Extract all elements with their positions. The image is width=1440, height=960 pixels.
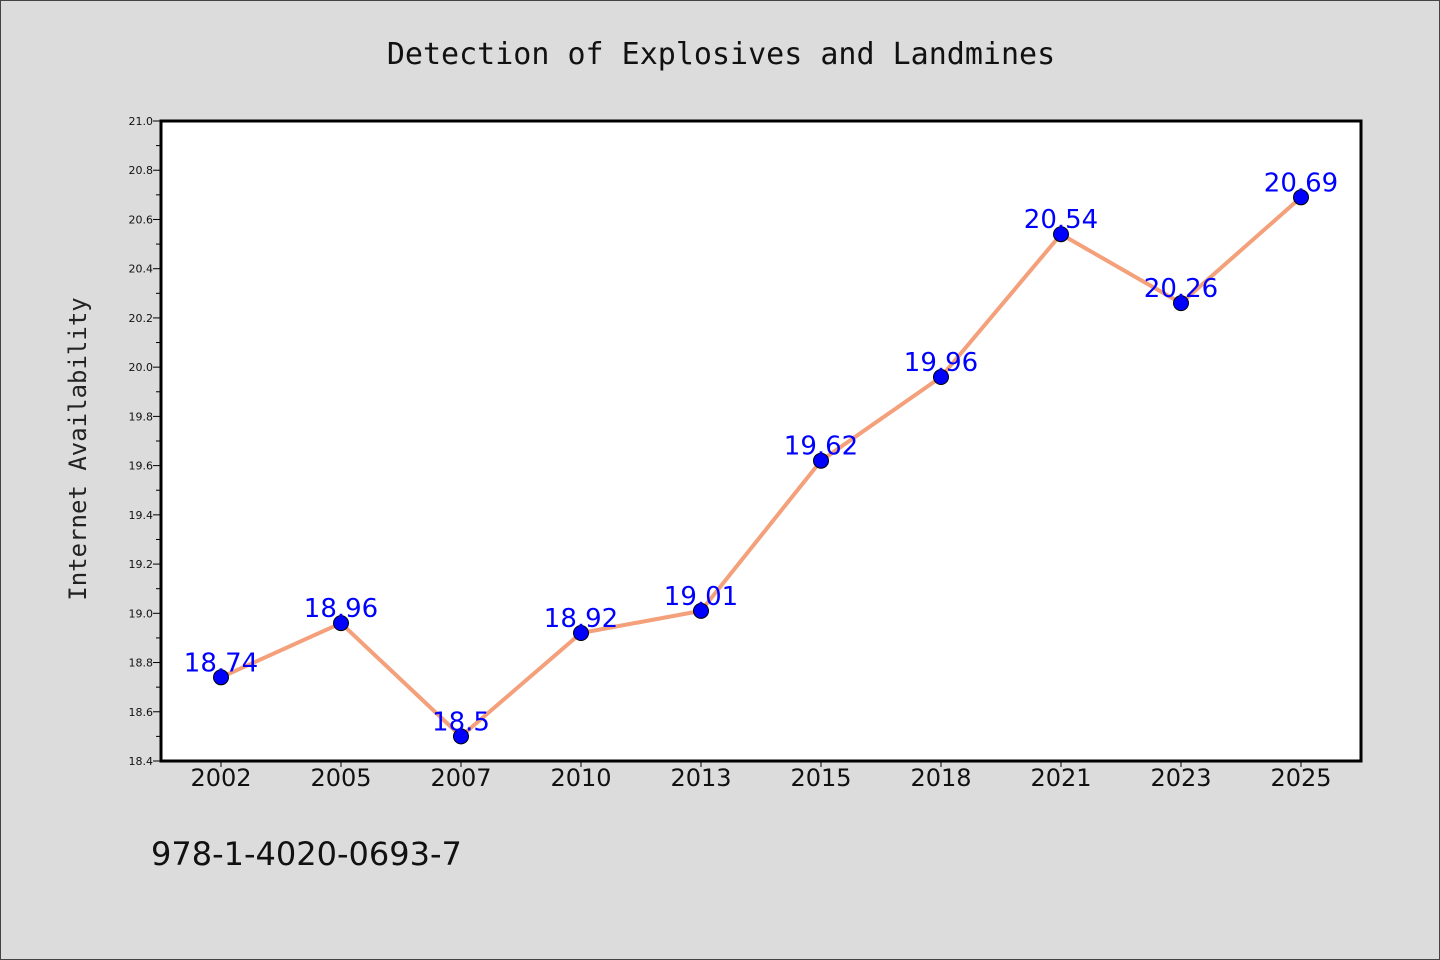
y-tick-label: 19.2 bbox=[129, 558, 154, 571]
data-value-label: 18.92 bbox=[544, 604, 618, 634]
x-tick-label: 2025 bbox=[1270, 764, 1331, 792]
data-value-label: 20.54 bbox=[1024, 205, 1098, 235]
data-point-marker bbox=[693, 602, 709, 619]
data-point-marker bbox=[1293, 189, 1309, 206]
x-tick-label: 2010 bbox=[550, 764, 611, 792]
y-tick-label: 20.4 bbox=[129, 263, 154, 276]
y-tick-label: 19.6 bbox=[129, 460, 154, 473]
y-axis-label: Internet Availability bbox=[64, 297, 92, 600]
y-axis-ticks: 18.4 18.6 18.8 19.0 19.2 19.4 19.6 19.8 20.0 20.2… bbox=[129, 115, 161, 768]
y-tick-label: 18.6 bbox=[129, 706, 154, 719]
series-group: 18.74 18.96 18.5 18.92 19.01 19.62 19.96 20.54 2… bbox=[184, 168, 1338, 745]
data-value-label: 19.01 bbox=[664, 582, 738, 612]
data-point-marker bbox=[573, 625, 589, 641]
y-tick-label: 19.4 bbox=[129, 509, 154, 522]
data-point-marker bbox=[1053, 226, 1069, 243]
x-tick-label: 2021 bbox=[1030, 764, 1091, 792]
data-value-label: 19.62 bbox=[784, 432, 858, 462]
y-tick-label: 20.0 bbox=[129, 361, 154, 374]
data-value-label: 20.69 bbox=[1264, 168, 1338, 198]
y-tick-label: 19.8 bbox=[129, 410, 154, 423]
y-tick-label: 18.4 bbox=[129, 755, 154, 768]
data-point-marker bbox=[213, 669, 229, 686]
chart-title: Detection of Explosives and Landmines bbox=[387, 37, 1055, 72]
y-tick-label: 18.8 bbox=[129, 657, 154, 670]
data-value-label: 18.5 bbox=[432, 707, 490, 737]
plot-area bbox=[161, 121, 1361, 761]
x-tick-label: 2002 bbox=[190, 764, 251, 792]
plot-frame bbox=[159, 119, 1363, 763]
y-tick-label: 21.0 bbox=[129, 115, 154, 128]
y-tick-label: 20.6 bbox=[129, 213, 154, 226]
x-tick-label: 2015 bbox=[790, 764, 851, 792]
data-value-label: 18.74 bbox=[184, 648, 258, 678]
data-point-marker bbox=[933, 369, 949, 385]
data-point-marker bbox=[813, 452, 829, 469]
data-value-label: 20.26 bbox=[1144, 274, 1218, 304]
x-tick-label: 2007 bbox=[430, 764, 491, 792]
data-value-label: 18.96 bbox=[304, 594, 378, 624]
series-line bbox=[220, 195, 1303, 739]
x-axis-ticks: 2002 2005 2007 2010 2013 2015 2018 2021 2023 2025 bbox=[190, 761, 1332, 792]
y-tick-label: 19.0 bbox=[129, 607, 154, 620]
x-tick-label: 2023 bbox=[1150, 764, 1211, 792]
data-value-label: 19.96 bbox=[904, 348, 978, 378]
footer-isbn: 978-1-4020-0693-7 bbox=[151, 835, 462, 873]
x-tick-label: 2013 bbox=[670, 764, 731, 792]
data-point-marker bbox=[333, 615, 349, 632]
data-point-marker bbox=[453, 728, 469, 745]
y-tick-label: 20.2 bbox=[129, 312, 154, 325]
x-tick-label: 2018 bbox=[910, 764, 971, 792]
data-point-marker bbox=[1173, 295, 1189, 312]
x-tick-label: 2005 bbox=[310, 764, 371, 792]
y-tick-label: 20.8 bbox=[129, 164, 154, 177]
